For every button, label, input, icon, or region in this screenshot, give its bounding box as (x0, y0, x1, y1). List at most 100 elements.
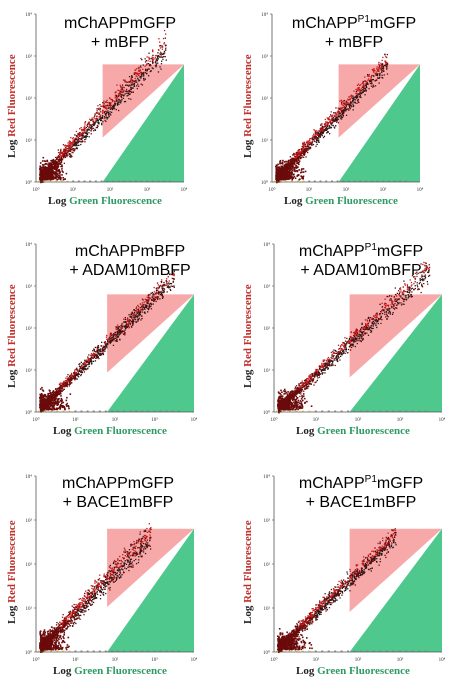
event-dot (314, 132, 317, 134)
event-dot (97, 125, 99, 127)
event-dot (288, 173, 291, 176)
event-dot (328, 127, 330, 129)
event-dot (40, 180, 42, 182)
event-dot (99, 114, 102, 117)
event-dot (305, 156, 307, 158)
event-dot (291, 178, 293, 181)
event-dot (117, 326, 120, 328)
event-dot (52, 396, 54, 399)
event-dot (312, 143, 315, 146)
event-dot (96, 348, 98, 350)
event-dot (87, 367, 89, 369)
event-dot (165, 47, 167, 49)
event-dot (64, 385, 66, 387)
event-dot (52, 178, 54, 181)
event-dot (334, 125, 337, 127)
y-tick-label: 10⁴ (25, 12, 32, 18)
event-dot (120, 326, 122, 329)
event-dot (120, 90, 123, 93)
event-dot (339, 100, 341, 102)
event-dot (366, 81, 368, 84)
event-dot (56, 158, 58, 161)
event-dot (345, 108, 347, 110)
event-dot (117, 93, 119, 95)
event-dot (161, 294, 163, 296)
event-dot (89, 126, 91, 128)
event-dot (319, 133, 321, 135)
event-dot (130, 320, 133, 323)
event-dot (113, 333, 115, 335)
event-dot (148, 298, 150, 300)
event-dot (301, 155, 303, 157)
event-dot (118, 330, 120, 332)
event-dot (85, 134, 87, 137)
event-dot (94, 122, 96, 124)
event-dot (94, 115, 96, 117)
y-axis-label: Log Red Fluorescence (6, 54, 18, 158)
event-dot (170, 273, 173, 276)
axis-dot (140, 180, 143, 182)
event-dot (283, 167, 286, 170)
event-dot (296, 157, 298, 159)
event-dot (162, 284, 164, 286)
event-dot (159, 292, 162, 294)
event-dot (50, 173, 52, 176)
event-dot (327, 119, 329, 121)
event-dot (140, 74, 142, 76)
event-dot (347, 108, 349, 110)
event-dot (283, 169, 285, 171)
event-dot (58, 163, 61, 165)
event-dot (96, 117, 98, 119)
event-dot (119, 90, 122, 93)
event-dot (349, 107, 351, 109)
event-dot (308, 141, 310, 143)
event-dot (59, 158, 61, 160)
event-dot (332, 118, 334, 120)
event-dot (381, 76, 383, 79)
event-dot (120, 89, 122, 91)
axis-dot (66, 180, 69, 182)
event-dot (299, 160, 301, 162)
axis-dot (313, 180, 316, 182)
event-dot (297, 157, 299, 159)
event-dot (161, 293, 163, 295)
event-dot (300, 153, 303, 155)
event-dot (150, 302, 152, 304)
event-dot (45, 169, 48, 171)
event-dot (350, 101, 352, 103)
event-dot (57, 155, 60, 157)
event-dot (122, 89, 124, 91)
event-dot (144, 65, 146, 67)
x-tick-label: 10⁴ (417, 187, 424, 193)
event-dot (149, 297, 151, 300)
event-dot (110, 338, 112, 340)
event-dot (105, 110, 107, 112)
event-dot (138, 317, 140, 319)
event-dot (68, 144, 71, 147)
event-dot (163, 290, 165, 292)
event-dot (48, 162, 50, 164)
event-dot (124, 328, 127, 330)
event-dot (110, 341, 112, 343)
event-dot (313, 140, 315, 142)
y-tick-label: 10³ (262, 54, 269, 60)
event-dot (347, 98, 349, 100)
event-dot (149, 303, 151, 305)
event-dot (82, 133, 84, 135)
event-dot (310, 138, 312, 140)
event-dot (80, 138, 83, 140)
event-dot (349, 106, 351, 108)
event-dot (369, 80, 371, 82)
event-dot (300, 169, 303, 171)
event-dot (106, 344, 108, 347)
event-dot (66, 145, 68, 148)
event-dot (304, 149, 306, 152)
event-dot (50, 174, 52, 177)
event-dot (318, 130, 320, 133)
event-dot (79, 134, 81, 136)
event-dot (72, 148, 74, 150)
event-dot (57, 391, 59, 393)
axis-dot (100, 180, 103, 182)
event-dot (43, 172, 46, 174)
axis-dot (279, 180, 282, 182)
